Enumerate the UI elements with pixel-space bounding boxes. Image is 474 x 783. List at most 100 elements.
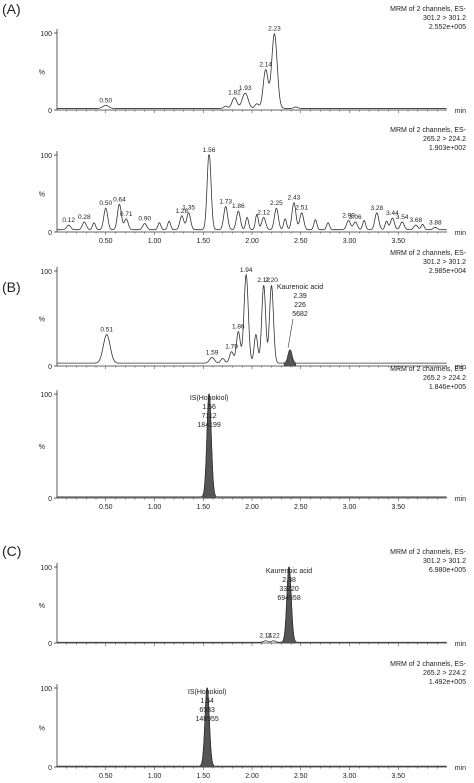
y-tick-label: 0 bbox=[48, 230, 52, 237]
peak-label: 1.59 bbox=[206, 349, 219, 356]
peak-annotation-line: 33220 bbox=[279, 586, 299, 593]
peak-label: 1.28 bbox=[175, 208, 188, 215]
chromatogram-trace bbox=[57, 154, 447, 231]
chromatogram-4: MRM of 2 channels, ES- 265.2 > 224.2 1.846… bbox=[39, 366, 467, 511]
y-tick-label: 100 bbox=[40, 686, 52, 693]
y-axis-unit: % bbox=[39, 317, 45, 324]
peak-label: 0.64 bbox=[113, 196, 126, 203]
peak-label: 0.51 bbox=[100, 327, 113, 334]
y-tick-label: 0 bbox=[48, 641, 52, 648]
integrated-peak-area bbox=[283, 349, 297, 367]
peak-label: 1.79 bbox=[225, 344, 238, 351]
peak-label: 1.86 bbox=[232, 203, 245, 210]
trace-header-line: 1.846e+005 bbox=[429, 384, 466, 391]
y-tick-label: 100 bbox=[40, 269, 52, 276]
x-tick-label: 3.00 bbox=[343, 238, 357, 245]
chromatogram-trace bbox=[57, 33, 447, 109]
peak-label: 3.88 bbox=[429, 219, 442, 226]
trace-header-line: 265.2 > 224.2 bbox=[423, 375, 466, 382]
y-tick-label: 0 bbox=[48, 765, 52, 772]
peak-label: 1.82 bbox=[228, 90, 241, 97]
x-tick-label: 1.50 bbox=[196, 773, 210, 780]
x-tick-label: 3.00 bbox=[343, 773, 357, 780]
x-axis-unit: min bbox=[455, 364, 466, 371]
x-tick-label: 2.00 bbox=[245, 773, 259, 780]
panel-1: (A) MRM of 2 channels, ES- 301.2 > 301.2 2.… bbox=[2, 1, 467, 245]
chromatogram-6: MRM of 2 channels, ES- 265.2 > 224.2 1.492… bbox=[39, 661, 467, 780]
trace-header-line: MRM of 2 channels, ES- bbox=[390, 6, 467, 13]
y-tick-label: 0 bbox=[48, 364, 52, 371]
peak-label: 2.12 bbox=[257, 209, 270, 216]
peak-label: 0.71 bbox=[120, 211, 133, 218]
peak-annotation-line: Kaurenoic acid bbox=[266, 568, 312, 575]
peak-label: 2.12 bbox=[257, 277, 270, 284]
y-axis-unit: % bbox=[39, 70, 45, 77]
peak-annotation-line: 148955 bbox=[195, 716, 218, 723]
chromatogram-5: MRM of 2 channels, ES- 301.2 > 301.2 6.980… bbox=[39, 549, 467, 648]
trace-header-line: 1.903e+002 bbox=[429, 145, 466, 152]
annotation-leader bbox=[287, 318, 294, 348]
trace-header-line: MRM of 2 channels, ES- bbox=[390, 549, 467, 556]
trace-header-line: 6.980e+005 bbox=[429, 567, 466, 574]
x-tick-label: 0.50 bbox=[99, 238, 113, 245]
x-tick-label: 0.50 bbox=[99, 504, 113, 511]
x-axis-unit: min bbox=[455, 230, 466, 237]
peak-annotation-line: 226 bbox=[294, 302, 306, 309]
x-axis-unit: min bbox=[455, 108, 466, 115]
trace-header-line: 301.2 > 301.2 bbox=[423, 259, 466, 266]
y-axis-unit: % bbox=[39, 603, 45, 610]
trace-header-line: 2.552e+005 bbox=[429, 24, 466, 31]
peak-annotation-line: IS(Honokiol) bbox=[190, 395, 229, 402]
peak-label: 2.51 bbox=[295, 205, 308, 212]
y-tick-label: 100 bbox=[40, 31, 52, 38]
y-axis-unit: % bbox=[39, 192, 45, 199]
panel-3: (C) MRM of 2 channels, ES- 301.2 > 301.2 6.… bbox=[2, 543, 467, 780]
peak-label: 3.06 bbox=[349, 214, 362, 221]
trace-header-line: 2.985e+004 bbox=[429, 268, 466, 275]
peak-label: 1.94 bbox=[240, 267, 253, 274]
y-tick-label: 100 bbox=[40, 153, 52, 160]
peak-annotation-line: 2.39 bbox=[293, 293, 307, 300]
peak-annotation-line: 1.56 bbox=[202, 404, 216, 411]
trace-header-line: MRM of 2 channels, ES- bbox=[390, 661, 467, 668]
x-tick-label: 1.00 bbox=[148, 504, 162, 511]
trace-header-line: 301.2 > 301.2 bbox=[423, 558, 466, 565]
trace-header-line: 265.2 > 224.2 bbox=[423, 136, 466, 143]
peak-label: 2.99 bbox=[342, 212, 355, 219]
y-tick-label: 0 bbox=[48, 108, 52, 115]
x-tick-label: 0.50 bbox=[99, 773, 113, 780]
peak-label: 1.86 bbox=[232, 324, 245, 331]
peak-annotation-line: 6583 bbox=[199, 707, 215, 714]
trace-header-line: 1.492e+005 bbox=[429, 679, 466, 686]
peak-label: 3.54 bbox=[396, 214, 409, 221]
peak-label: 2.14 bbox=[259, 633, 272, 640]
y-axis-unit: % bbox=[39, 444, 45, 451]
peak-annotation-line: 1.54 bbox=[200, 698, 214, 705]
trace-header-line: MRM of 2 channels, ES- bbox=[390, 366, 467, 373]
x-axis-unit: min bbox=[455, 496, 466, 503]
chromatogram-trace bbox=[57, 566, 447, 643]
peak-label: 2.22 bbox=[267, 633, 280, 640]
peak-annotation-line: Kaurenoic acid bbox=[277, 284, 323, 291]
peak-label: 0.90 bbox=[138, 216, 151, 223]
panel-label: (B) bbox=[2, 279, 21, 295]
peak-label: 0.50 bbox=[99, 97, 112, 104]
peak-label: 1.35 bbox=[182, 205, 195, 212]
peak-label: 2.43 bbox=[288, 195, 301, 202]
x-tick-label: 3.50 bbox=[391, 773, 405, 780]
chromatogram-1: MRM of 2 channels, ES- 301.2 > 301.2 2.552… bbox=[39, 6, 467, 115]
x-tick-label: 3.50 bbox=[391, 504, 405, 511]
trace-header-line: MRM of 2 channels, ES- bbox=[390, 127, 467, 134]
x-tick-label: 1.00 bbox=[148, 773, 162, 780]
y-tick-label: 100 bbox=[40, 565, 52, 572]
peak-label: 1.73 bbox=[219, 199, 232, 206]
peak-label: 2.25 bbox=[270, 200, 283, 207]
peak-annotation-line: IS(Honokiol) bbox=[188, 689, 227, 696]
panel-label: (A) bbox=[2, 1, 21, 17]
y-tick-label: 100 bbox=[40, 392, 52, 399]
peak-annotation-line: 184199 bbox=[197, 422, 220, 429]
peak-label: 3.44 bbox=[386, 210, 399, 217]
peak-label: 3.68 bbox=[409, 217, 422, 224]
x-tick-label: 3.50 bbox=[391, 238, 405, 245]
